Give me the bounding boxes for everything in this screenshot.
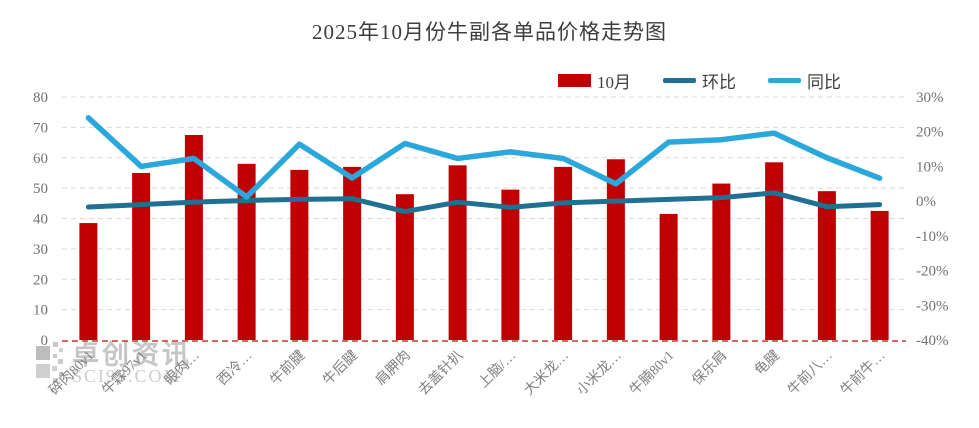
legend-bar-swatch-icon (558, 74, 591, 87)
bar-上脑/… (501, 189, 520, 340)
left-axis-tick-label: 20 (33, 272, 48, 288)
bar-保乐肩 (712, 183, 731, 340)
right-axis-tick-label: 20% (916, 125, 944, 141)
x-axis-label-1: 碎肉80v1 (46, 348, 97, 399)
right-axis-tick-label: -20% (916, 264, 949, 280)
legend-line-swatch-icon (663, 78, 696, 83)
legend-label: 环比 (702, 73, 736, 92)
x-axis-label-13: 保乐肩 (689, 348, 730, 389)
left-axis-tick-label: 70 (33, 120, 48, 136)
bar-龟腱 (765, 162, 784, 340)
x-axis-label-11: 小米龙… (574, 348, 625, 399)
right-axis-tick-label: 10% (916, 159, 944, 175)
legend-line-swatch-icon (768, 78, 801, 83)
bar-眼肉… (184, 134, 203, 340)
huanbi-line (85, 190, 883, 215)
bar-牛前腱 (290, 169, 309, 340)
x-axis-label-3: 眼肉… (162, 348, 203, 389)
bar-肩胛肉 (395, 194, 414, 340)
bar-去盖针扒 (448, 165, 467, 340)
left-axis-tick-label: 50 (33, 181, 48, 197)
x-axis-label-15: 牛前八… (784, 347, 836, 399)
legend-item-tongbi: 同比 (768, 68, 841, 93)
bar-牛前牛… (870, 210, 889, 340)
legend-item-huanbi: 环比 (663, 68, 736, 93)
left-axis-tick-label: 0 (41, 333, 49, 349)
chart-title: 2025年10月份牛副各单品价格走势图 (312, 20, 667, 44)
left-axis-tick-label: 30 (33, 242, 48, 258)
x-axis-label-5: 牛前腱 (266, 347, 308, 389)
bar-牛后腱 (343, 166, 362, 340)
left-axis-tick-label: 60 (33, 151, 48, 167)
bar-西冷… (237, 163, 256, 340)
bar-牛霖97v1 (132, 172, 151, 340)
x-axis-label-4: 西冷… (214, 348, 255, 389)
x-axis-label-7: 肩胛肉 (373, 348, 414, 389)
bar-牛腩80v1 (659, 213, 678, 340)
right-axis-tick-label: -10% (916, 229, 949, 245)
right-axis-tick-label: -30% (916, 298, 949, 314)
right-axis-tick-label: 0% (916, 194, 936, 210)
legend-label: 同比 (807, 73, 841, 92)
bar-牛前八… (817, 191, 836, 340)
right-axis-tick-label: -40% (916, 333, 949, 349)
left-axis-tick-label: 80 (33, 90, 48, 106)
tongbi-line (85, 115, 883, 200)
bar-碎肉80v1 (79, 223, 98, 340)
x-axis-label-2: 牛霖97v1 (99, 348, 150, 399)
left-axis-tick-label: 10 (33, 303, 48, 319)
x-axis-label-14: 龟腱 (752, 348, 783, 379)
chart-legend: 10月 环比 同比 (558, 68, 841, 93)
x-axis-label-12: 牛腩80v1 (627, 348, 678, 399)
x-axis-label-10: 大米龙… (521, 348, 572, 399)
x-axis-label-16: 牛前牛… (837, 347, 889, 399)
bar-大米龙… (554, 166, 573, 340)
left-axis-tick-label: 40 (33, 212, 48, 228)
right-axis-tick-label: 30% (916, 90, 944, 106)
legend-item-october: 10月 (558, 68, 631, 93)
x-axis-label-8: 去盖针扒 (416, 348, 467, 399)
x-axis-label-9: 上脑/… (475, 348, 519, 392)
x-axis-label-6: 牛后腱 (320, 348, 361, 389)
legend-label: 10月 (597, 73, 631, 92)
bar-小米龙… (606, 159, 625, 340)
